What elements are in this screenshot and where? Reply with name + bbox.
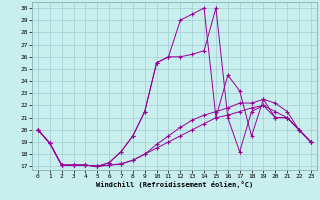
X-axis label: Windchill (Refroidissement éolien,°C): Windchill (Refroidissement éolien,°C) xyxy=(96,181,253,188)
